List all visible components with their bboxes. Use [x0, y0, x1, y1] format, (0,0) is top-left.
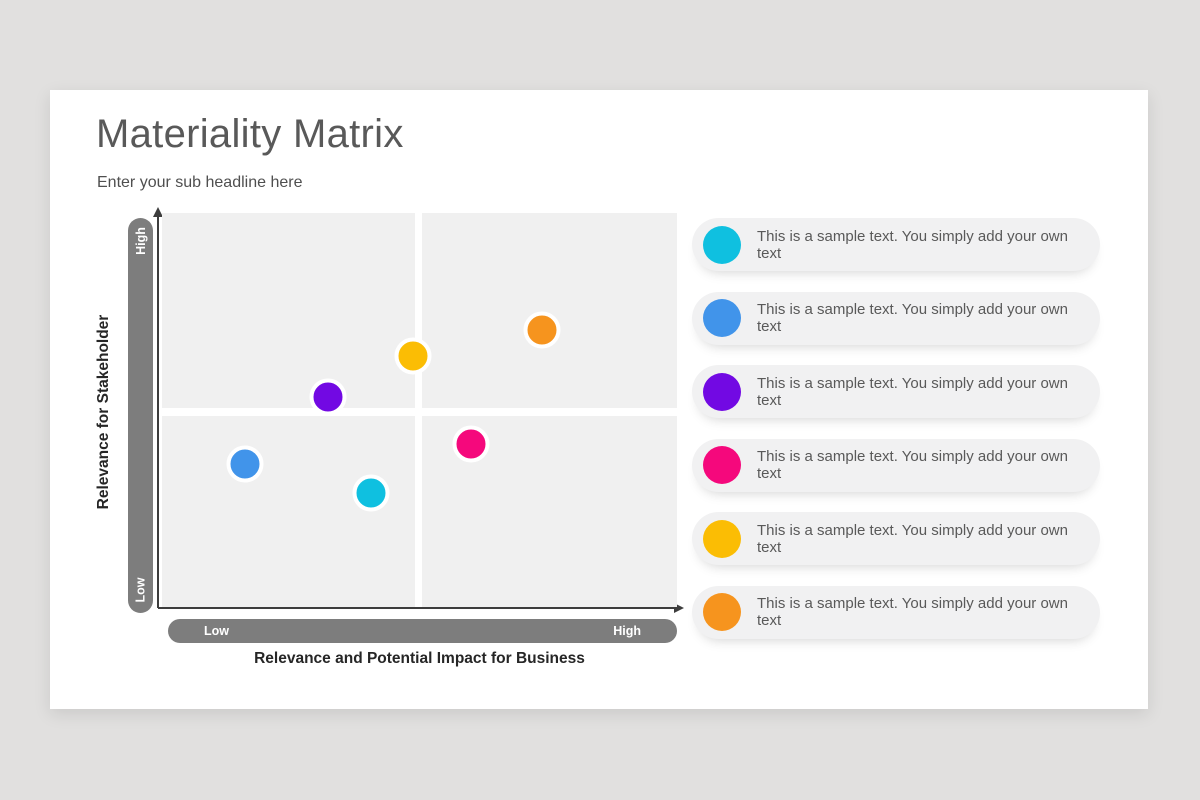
- legend-item-purple[interactable]: This is a sample text. You simply add yo…: [692, 365, 1100, 418]
- slide-subtitle: Enter your sub headline here: [97, 174, 303, 191]
- slide-canvas: Materiality Matrix Enter your sub headli…: [50, 90, 1148, 709]
- quadrant-top-right: [422, 213, 677, 408]
- x-axis-low-label: Low: [204, 624, 229, 638]
- data-point-orange[interactable]: [523, 311, 561, 349]
- legend-list: This is a sample text. You simply add yo…: [692, 218, 1100, 639]
- x-axis-high-label: High: [613, 624, 641, 638]
- legend-item-text: This is a sample text. You simply add yo…: [757, 301, 1068, 335]
- legend-item-text: This is a sample text. You simply add yo…: [757, 521, 1068, 556]
- y-axis-title: Relevance for Stakeholder: [95, 314, 112, 510]
- legend-item-cyan[interactable]: This is a sample text. You simply add yo…: [692, 218, 1100, 271]
- legend-color-dot-icon: [703, 519, 741, 558]
- legend-item-blue[interactable]: This is a sample text. You simply add yo…: [692, 291, 1100, 345]
- data-point-yellow[interactable]: [394, 337, 432, 375]
- legend-item-text: This is a sample text. You simply add yo…: [757, 448, 1068, 482]
- legend-item-text: This is a sample text. You simply add yo…: [757, 595, 1068, 629]
- legend-color-dot-icon: [703, 299, 741, 337]
- x-axis-arrow-icon: [158, 603, 684, 613]
- legend-item-yellow[interactable]: This is a sample text. You simply add yo…: [692, 512, 1100, 565]
- quadrant-plot-area: [162, 213, 677, 607]
- y-axis-low-label: Low: [133, 577, 148, 603]
- y-axis-arrow-icon: [153, 207, 163, 608]
- quadrant-top-left: [162, 213, 415, 408]
- legend-item-pink[interactable]: This is a sample text. You simply add yo…: [692, 438, 1100, 492]
- legend-color-dot-icon: [703, 593, 741, 631]
- legend-color-dot-icon: [703, 225, 741, 264]
- legend-item-text: This is a sample text. You simply add yo…: [757, 227, 1068, 262]
- quadrant-bottom-left: [162, 416, 415, 607]
- legend-item-text: This is a sample text. You simply add yo…: [757, 374, 1068, 409]
- data-point-blue[interactable]: [226, 445, 264, 483]
- data-point-purple[interactable]: [309, 378, 347, 416]
- legend-color-dot-icon: [703, 372, 741, 411]
- data-point-pink[interactable]: [452, 425, 490, 463]
- legend-item-orange[interactable]: This is a sample text. You simply add yo…: [692, 585, 1100, 639]
- legend-color-dot-icon: [703, 446, 741, 484]
- y-axis-high-label: High: [133, 227, 148, 255]
- data-point-cyan[interactable]: [352, 474, 390, 512]
- x-axis-range-bar: Low High: [168, 619, 677, 643]
- y-axis-range-bar: High Low: [128, 218, 153, 613]
- slide-title: Materiality Matrix: [96, 112, 404, 156]
- x-axis-title: Relevance and Potential Impact for Busin…: [254, 650, 585, 667]
